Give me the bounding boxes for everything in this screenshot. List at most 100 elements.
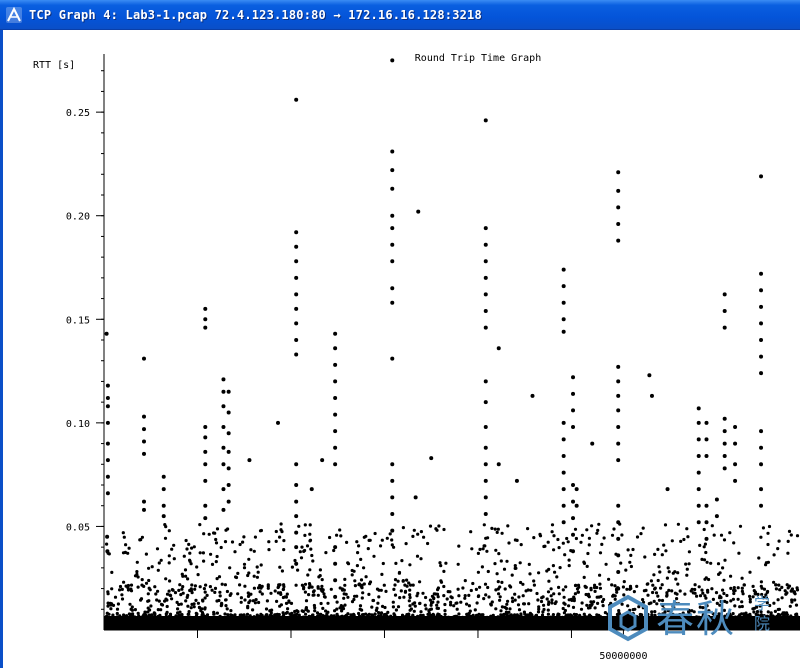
noise-point — [702, 527, 706, 532]
noise-point — [390, 543, 394, 547]
noise-point — [147, 578, 151, 583]
noise-point — [380, 604, 385, 609]
watermark-cube-icon — [608, 594, 648, 642]
noise-point — [743, 612, 747, 617]
noise-point — [434, 527, 438, 531]
noise-point — [338, 606, 342, 610]
noise-point — [187, 610, 191, 614]
noise-point — [643, 555, 647, 559]
data-point — [759, 371, 764, 376]
data-point — [390, 168, 395, 173]
noise-point — [667, 588, 671, 593]
data-point — [141, 356, 146, 361]
noise-point — [773, 609, 778, 614]
noise-point — [785, 583, 789, 587]
rtt-scatter-chart[interactable]: Round Trip Time Graph RTT [s] 0.050.100.… — [3, 30, 800, 668]
data-point — [333, 462, 338, 467]
noise-point — [663, 610, 667, 614]
noise-point — [242, 613, 246, 617]
noise-point — [566, 613, 570, 617]
noise-point — [155, 547, 160, 551]
data-point — [616, 425, 621, 429]
noise-point — [362, 613, 366, 617]
rtt-chart-area[interactable]: Round Trip Time Graph RTT [s] 0.05 0.10 0.… — [3, 30, 800, 668]
noise-point — [287, 600, 291, 604]
noise-point — [622, 580, 626, 584]
noise-point — [186, 593, 190, 598]
noise-point — [220, 582, 224, 586]
noise-point — [219, 545, 223, 550]
noise-point — [214, 560, 218, 564]
noise-point — [516, 603, 521, 607]
noise-point — [228, 593, 232, 598]
noise-point — [386, 610, 390, 615]
noise-point — [332, 548, 336, 553]
noise-point — [333, 609, 337, 613]
noise-point — [554, 600, 558, 604]
data-point — [294, 292, 299, 297]
noise-point — [701, 591, 705, 595]
noise-point — [226, 527, 230, 531]
noise-point — [457, 544, 461, 548]
noise-point — [173, 591, 178, 595]
noise-point — [192, 545, 196, 549]
noise-point — [718, 603, 722, 607]
noise-point — [236, 571, 240, 576]
noise-point — [335, 600, 339, 604]
noise-point — [302, 585, 306, 589]
noise-point — [153, 585, 157, 589]
data-point — [704, 420, 709, 425]
noise-point — [751, 607, 755, 611]
noise-point — [136, 611, 140, 616]
data-point — [294, 321, 299, 326]
noise-point — [316, 593, 320, 597]
noise-point — [436, 600, 440, 604]
noise-point — [153, 612, 157, 616]
noise-point — [342, 596, 346, 600]
data-point — [276, 420, 280, 425]
noise-point — [298, 550, 302, 554]
noise-point — [601, 604, 605, 608]
noise-point — [139, 538, 143, 542]
noise-point — [684, 562, 688, 566]
noise-point — [527, 602, 531, 606]
noise-point — [748, 594, 752, 599]
noise-point — [164, 597, 168, 601]
noise-point — [198, 606, 202, 610]
noise-point — [752, 610, 756, 614]
noise-point — [303, 533, 307, 537]
data-point — [333, 429, 338, 434]
noise-point — [710, 524, 714, 528]
noise-point — [676, 571, 680, 575]
noise-point — [254, 598, 258, 602]
noise-point — [597, 522, 601, 526]
noise-point — [105, 542, 109, 546]
noise-point — [408, 588, 412, 592]
noise-point — [338, 586, 342, 590]
noise-point — [421, 591, 425, 595]
noise-point — [595, 613, 599, 617]
noise-point — [769, 611, 773, 615]
noise-point — [248, 599, 252, 603]
data-point — [616, 188, 621, 193]
data-point — [105, 396, 110, 400]
data-point — [561, 437, 566, 442]
noise-point — [106, 601, 110, 605]
noise-point — [546, 612, 551, 616]
noise-point — [393, 593, 398, 597]
noise-point — [301, 609, 305, 614]
data-point — [390, 149, 395, 154]
noise-point — [552, 534, 556, 538]
noise-point — [532, 536, 536, 540]
noise-point — [515, 538, 519, 542]
noise-point — [203, 596, 207, 600]
data-point — [704, 454, 709, 458]
noise-point — [290, 611, 294, 616]
noise-point — [402, 595, 406, 599]
noise-point — [628, 560, 632, 564]
noise-point — [498, 585, 502, 589]
noise-point — [476, 551, 480, 556]
data-point — [571, 499, 576, 504]
noise-point — [392, 545, 396, 549]
noise-point — [657, 598, 662, 602]
